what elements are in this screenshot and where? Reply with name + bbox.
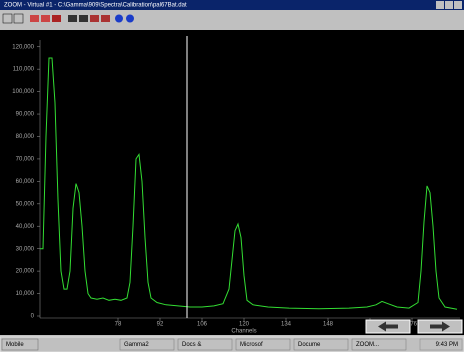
task-label: ZOOM... bbox=[356, 342, 379, 348]
tool-button[interactable] bbox=[30, 15, 39, 22]
tool-button[interactable] bbox=[90, 15, 99, 22]
start-label: Mobile bbox=[6, 342, 24, 348]
minimize-button[interactable] bbox=[436, 1, 444, 9]
y-tick-label: 30,000 bbox=[16, 246, 35, 252]
toolbar bbox=[2, 13, 134, 24]
tool-button[interactable] bbox=[41, 15, 50, 22]
y-tick-label: 20,000 bbox=[16, 269, 35, 275]
start-button[interactable] bbox=[1, 338, 39, 351]
x-tick-label: 120 bbox=[239, 322, 250, 328]
zoom-in-button[interactable] bbox=[2, 13, 13, 24]
y-tick-label: 50,000 bbox=[16, 201, 35, 207]
task-button[interactable] bbox=[351, 338, 407, 351]
close-button[interactable] bbox=[454, 1, 462, 9]
left-arrow-icon bbox=[378, 321, 398, 332]
title-bar bbox=[0, 0, 464, 10]
system-tray bbox=[419, 338, 463, 351]
tool-button[interactable] bbox=[68, 15, 77, 22]
task-button[interactable] bbox=[293, 338, 349, 351]
tool-button[interactable] bbox=[101, 15, 110, 22]
clock: 9:43 PM bbox=[436, 342, 458, 348]
task-button[interactable] bbox=[119, 338, 175, 351]
x-tick-label: 92 bbox=[157, 322, 164, 328]
info-button[interactable] bbox=[115, 14, 123, 23]
task-button[interactable] bbox=[177, 338, 233, 351]
x-tick-label: 78 bbox=[115, 322, 122, 328]
y-tick-label: 80,000 bbox=[16, 134, 35, 140]
help-button[interactable] bbox=[126, 14, 134, 23]
y-tick-label: 120,000 bbox=[12, 44, 34, 50]
task-button[interactable] bbox=[235, 338, 291, 351]
task-label: Docs & bbox=[182, 342, 201, 348]
tool-button[interactable] bbox=[79, 15, 88, 22]
x-tick-label: 106 bbox=[197, 322, 208, 328]
plot-background bbox=[0, 30, 464, 335]
x-tick-label: 134 bbox=[281, 322, 292, 328]
y-tick-label: 110,000 bbox=[13, 67, 35, 73]
tool-button[interactable] bbox=[52, 15, 61, 22]
x-tick-label: 148 bbox=[323, 322, 334, 328]
task-label: Docume bbox=[298, 342, 321, 348]
right-arrow-icon bbox=[430, 321, 450, 332]
y-tick-label: 90,000 bbox=[16, 112, 35, 118]
task-label: Microsof bbox=[240, 342, 263, 348]
maximize-button[interactable] bbox=[445, 1, 453, 9]
y-tick-label: 10,000 bbox=[16, 291, 35, 297]
task-list: Gamma2 Docs & Microsof Docume ZOOM... bbox=[119, 338, 407, 351]
spectrum-line bbox=[40, 57, 458, 310]
y-tick-label: 60,000 bbox=[16, 179, 35, 185]
x-tick-label: 176 bbox=[407, 322, 418, 328]
zoom-out-button[interactable] bbox=[13, 13, 24, 24]
task-label: Gamma2 bbox=[124, 342, 149, 348]
y-tick-label: 0 bbox=[31, 314, 35, 320]
y-tick-label: 70,000 bbox=[16, 157, 35, 163]
y-tick-label: 40,000 bbox=[16, 224, 35, 230]
window-title: ZOOM - Virtual #1 - C:\Gamma\909\Spectra… bbox=[4, 3, 187, 9]
x-axis-label: Channels bbox=[231, 329, 256, 335]
y-tick-label: 100,000 bbox=[12, 89, 34, 95]
